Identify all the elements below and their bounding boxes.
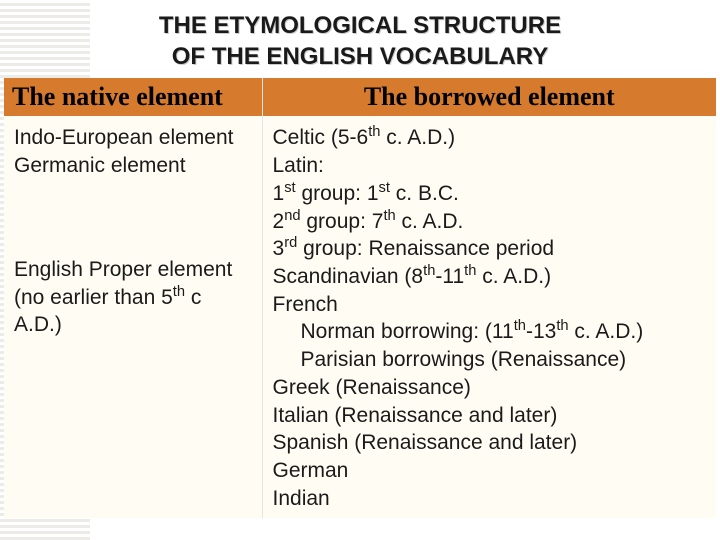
borrowed-line: Italian (Renaissance and later) — [273, 402, 707, 430]
header-native: The native element — [4, 78, 262, 116]
txt: Celtic (5-6 — [273, 126, 369, 149]
ordinal-sup: th — [383, 208, 395, 224]
txt: group: 1 — [296, 182, 379, 205]
txt: c. A.D.) — [380, 126, 455, 149]
native-line: A.D.) — [14, 311, 252, 339]
spacer — [14, 218, 252, 256]
borrowed-line: 1st group: 1st c. B.C. — [273, 180, 707, 208]
txt: c — [185, 286, 201, 309]
native-line: English Proper element — [14, 256, 252, 284]
slide-page: THE ETYMOLOGICAL STRUCTURE OF THE ENGLIS… — [0, 0, 720, 540]
txt: Norman borrowing: (11 — [301, 320, 514, 343]
content-area: THE ETYMOLOGICAL STRUCTURE OF THE ENGLIS… — [0, 0, 720, 518]
table-body-row: Indo-European element Germanic element E… — [4, 116, 716, 518]
txt: c. B.C. — [390, 182, 459, 205]
txt: Scandinavian (8 — [273, 265, 424, 288]
title-line-2: OF THE ENGLISH VOCABULARY — [0, 41, 720, 72]
borrowed-line: German — [273, 457, 707, 485]
borrowed-line: Indian — [273, 485, 707, 513]
ordinal-sup: th — [173, 284, 185, 300]
native-cell: Indo-European element Germanic element E… — [4, 116, 262, 518]
table-header-row: The native element The borrowed element — [4, 78, 716, 116]
borrowed-line-indent: Parisian borrowings (Renaissance) — [273, 346, 707, 374]
native-line: Indo-European element — [14, 124, 252, 152]
txt: (no earlier than 5 — [14, 286, 173, 309]
txt: c. A.D.) — [476, 265, 551, 288]
borrowed-line: Spanish (Renaissance and later) — [273, 429, 707, 457]
ordinal-sup: nd — [284, 208, 300, 224]
etymology-table: The native element The borrowed element … — [4, 78, 716, 518]
borrowed-line: Celtic (5-6th c. A.D.) — [273, 124, 707, 152]
ordinal-sup: rd — [284, 235, 297, 251]
ordinal-sup: th — [514, 318, 526, 334]
native-line: Germanic element — [14, 152, 252, 180]
txt: 2 — [273, 210, 285, 233]
ordinal-sup: th — [423, 263, 435, 279]
borrowed-line: 2nd group: 7th c. A.D. — [273, 208, 707, 236]
ordinal-sup: st — [284, 180, 295, 196]
header-borrowed: The borrowed element — [262, 78, 716, 116]
txt: -11 — [435, 265, 464, 288]
txt: c. A.D.) — [569, 320, 644, 343]
ordinal-sup: th — [556, 318, 568, 334]
native-line: (no earlier than 5th c — [14, 284, 252, 312]
txt: 1 — [273, 182, 285, 205]
borrowed-line: Greek (Renaissance) — [273, 374, 707, 402]
txt: group: 7 — [301, 210, 384, 233]
txt: group: Renaissance period — [297, 237, 554, 260]
borrowed-line: Scandinavian (8th-11th c. A.D.) — [273, 263, 707, 291]
ordinal-sup: th — [464, 263, 476, 279]
ordinal-sup: st — [379, 180, 390, 196]
borrowed-line: French — [273, 291, 707, 319]
page-title: THE ETYMOLOGICAL STRUCTURE OF THE ENGLIS… — [0, 0, 720, 78]
borrowed-cell: Celtic (5-6th c. A.D.) Latin: 1st group:… — [262, 116, 716, 518]
ordinal-sup: th — [368, 124, 380, 140]
borrowed-line-indent: Norman borrowing: (11th-13th c. A.D.) — [273, 318, 707, 346]
title-line-1: THE ETYMOLOGICAL STRUCTURE — [0, 10, 720, 41]
borrowed-line: 3rd group: Renaissance period — [273, 235, 707, 263]
borrowed-line: Latin: — [273, 152, 707, 180]
txt: c. A.D. — [396, 210, 464, 233]
spacer — [14, 180, 252, 218]
txt: -13 — [526, 320, 556, 343]
txt: 3 — [273, 237, 285, 260]
